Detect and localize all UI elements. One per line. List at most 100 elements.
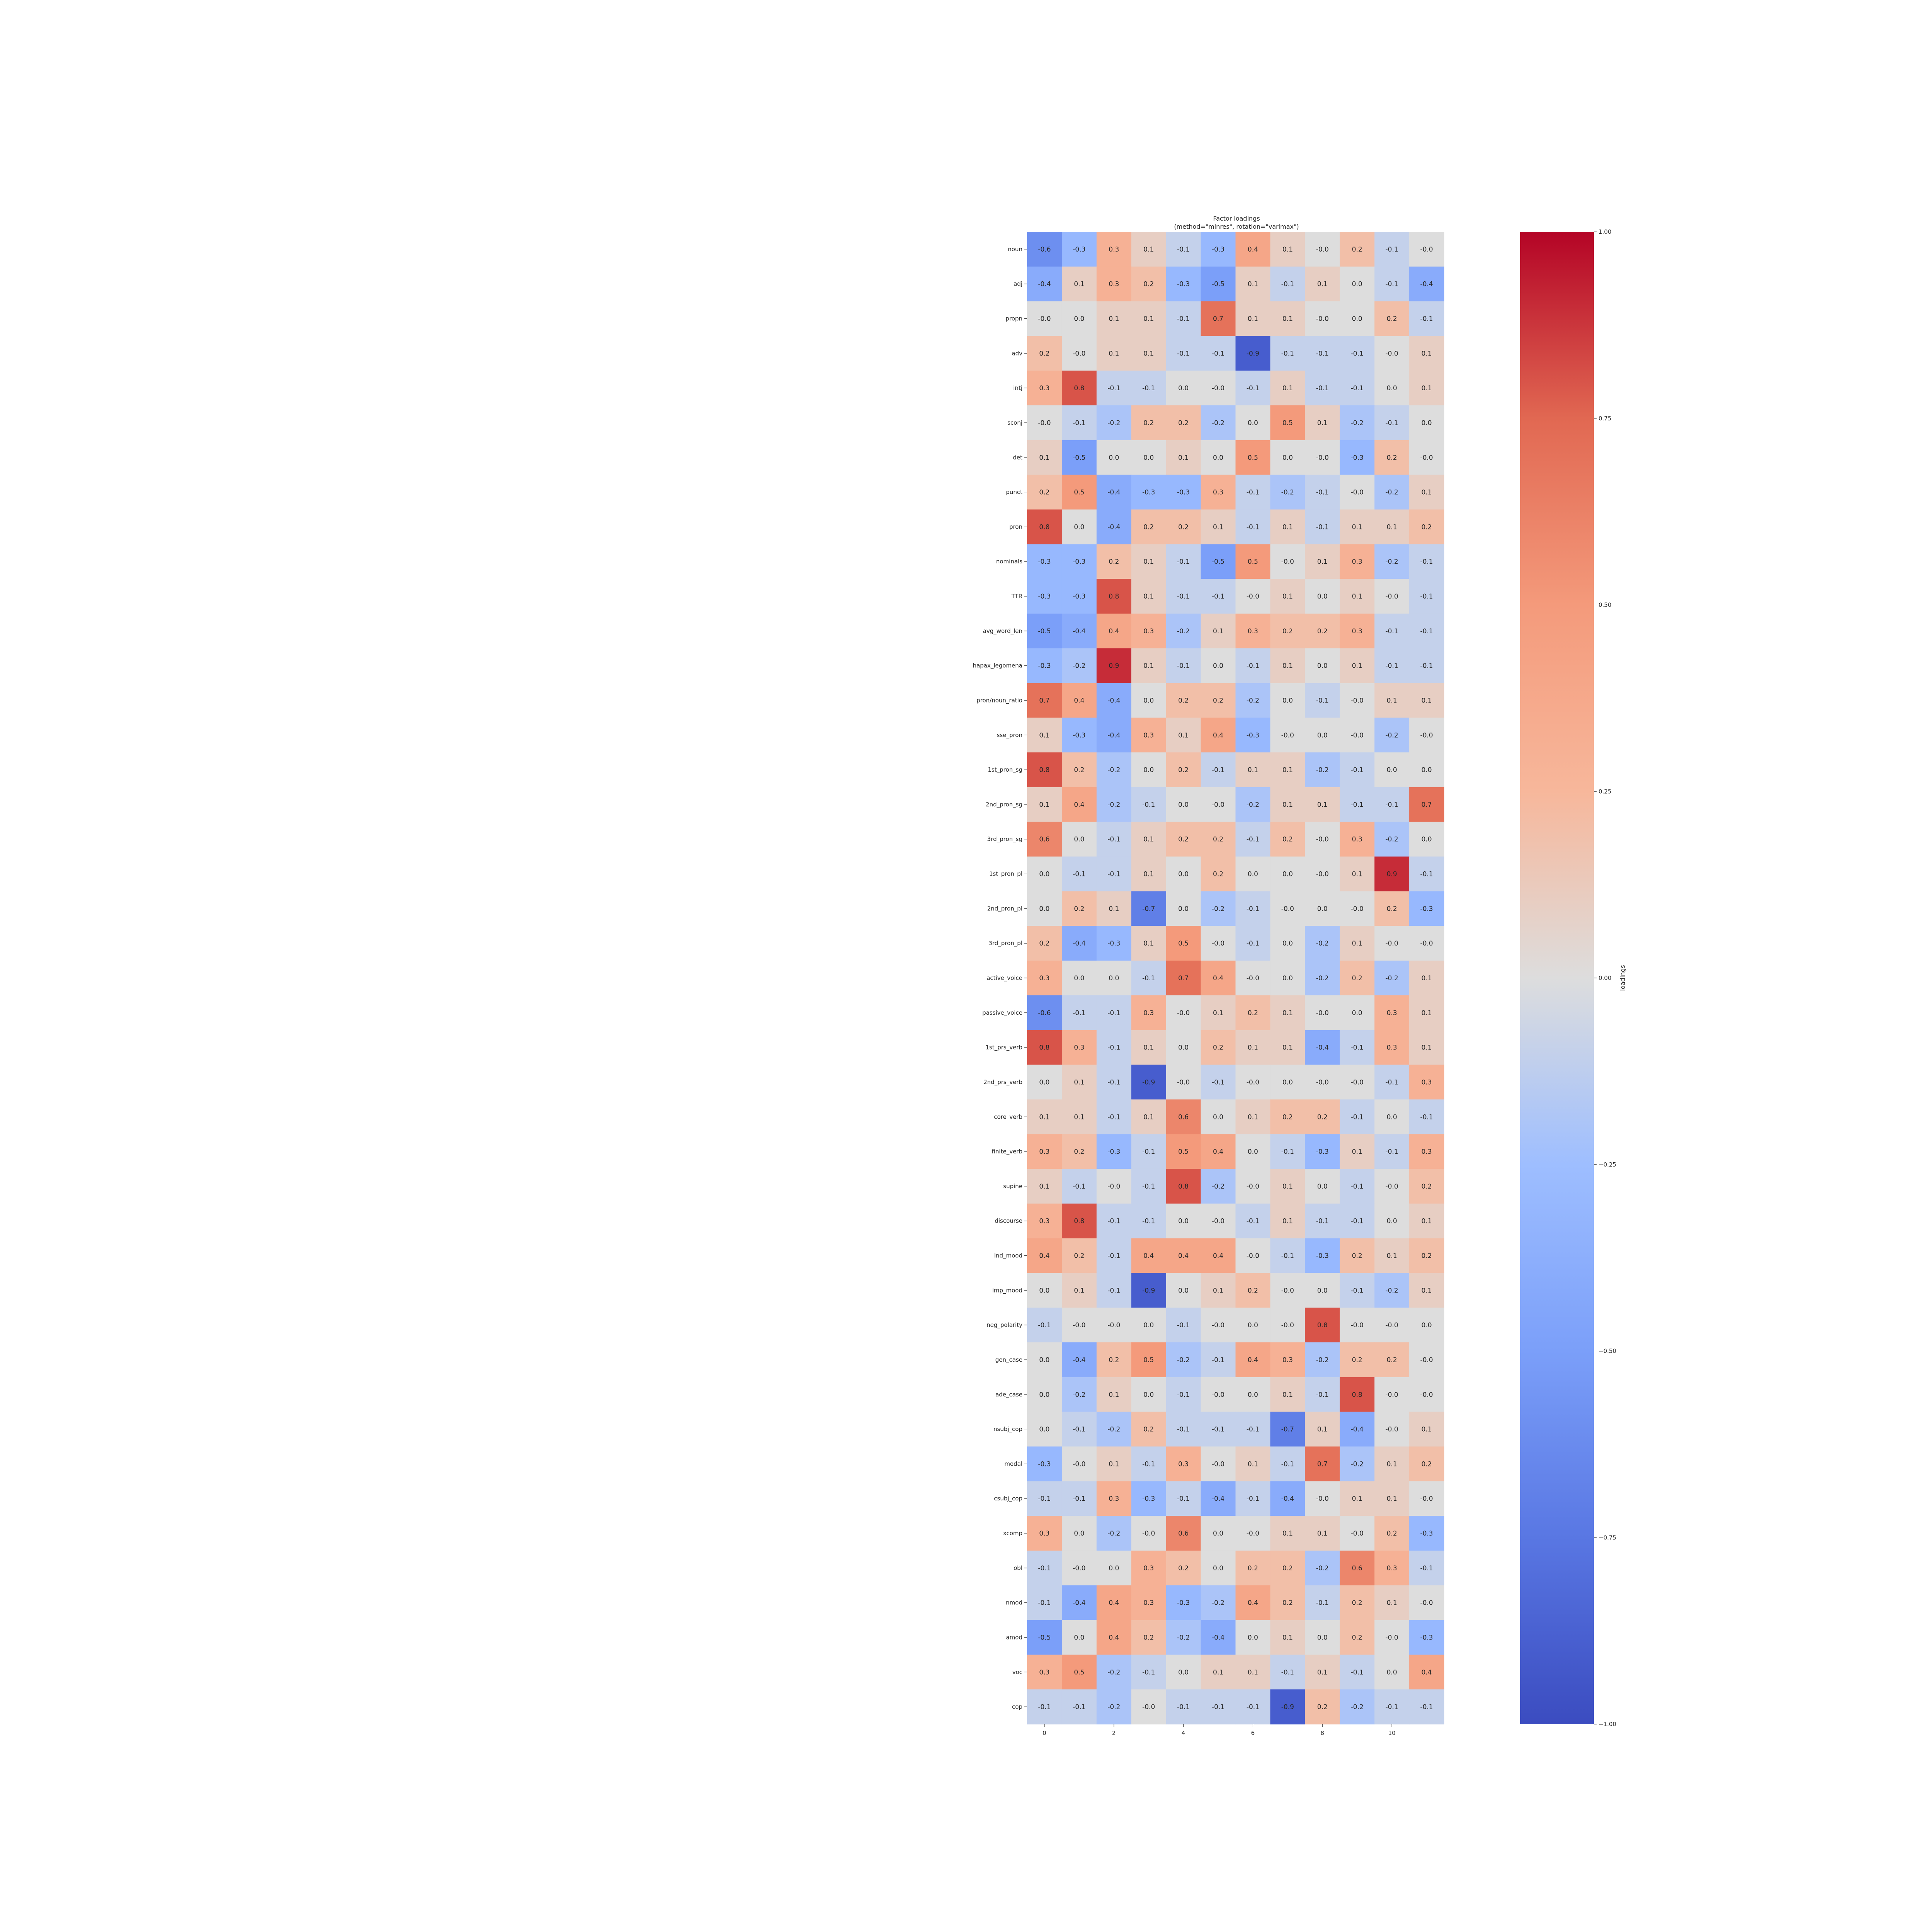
heatmap-cell xyxy=(1235,1308,1271,1343)
heatmap-cell-label: 0.7 xyxy=(1213,315,1223,323)
heatmap-cell xyxy=(1270,1481,1305,1516)
heatmap-cell xyxy=(1270,336,1305,371)
heatmap-cell xyxy=(1027,232,1062,267)
heatmap-cell-label: -0.1 xyxy=(1177,246,1190,253)
heatmap-cell-label: -0.3 xyxy=(1073,593,1085,600)
heatmap-cell-label: 0.1 xyxy=(1282,315,1293,323)
heatmap-cell-label: 0.3 xyxy=(1039,1530,1049,1537)
heatmap-cell-label: 0.1 xyxy=(1039,454,1049,462)
heatmap-cell xyxy=(1235,371,1271,406)
heatmap-cell xyxy=(1061,926,1097,961)
heatmap-cell-label: 0.8 xyxy=(1109,593,1119,600)
heatmap-cell-label: -0.1 xyxy=(1281,350,1294,357)
heatmap-cell xyxy=(1235,856,1271,892)
heatmap-cell-label: 0.1 xyxy=(1143,1044,1154,1052)
heatmap-cell-label: 0.4 xyxy=(1248,1599,1258,1607)
heatmap-cell-label: -0.0 xyxy=(1420,1599,1433,1607)
heatmap-cell-label: -0.2 xyxy=(1107,766,1120,774)
heatmap-cell-label: 0.3 xyxy=(1352,836,1362,844)
heatmap-cell-label: 0.2 xyxy=(1178,419,1189,427)
heatmap-cell-label: 0.7 xyxy=(1422,801,1432,809)
heatmap-cell xyxy=(1235,1412,1271,1447)
heatmap-cell xyxy=(1409,232,1444,267)
y-axis-tick-label: punct xyxy=(1006,489,1022,496)
heatmap-cell xyxy=(1235,509,1271,544)
heatmap-cell-label: 0.0 xyxy=(1422,766,1432,774)
heatmap-cell-label: 0.0 xyxy=(1178,1668,1189,1676)
heatmap-cell xyxy=(1061,613,1097,649)
heatmap-cell-label: 0.4 xyxy=(1109,628,1119,635)
heatmap-cell xyxy=(1166,266,1201,302)
heatmap-cell xyxy=(1096,1481,1132,1516)
heatmap-cell xyxy=(1131,926,1167,961)
heatmap-cell-label: -0.1 xyxy=(1177,1321,1190,1329)
heatmap-cell-label: 0.3 xyxy=(1143,1009,1154,1017)
y-axis-tick-label: 1st_pron_pl xyxy=(989,871,1022,878)
heatmap-cell xyxy=(1270,718,1305,753)
heatmap-cell xyxy=(1270,787,1305,822)
heatmap-cell xyxy=(1235,1342,1271,1378)
heatmap-cell-label: -0.0 xyxy=(1107,1183,1120,1190)
heatmap-cell-label: -0.1 xyxy=(1247,940,1259,947)
heatmap-cell xyxy=(1096,1273,1132,1308)
heatmap-cell xyxy=(1096,1308,1132,1343)
heatmap-cell-label: -0.1 xyxy=(1247,836,1259,844)
heatmap-cell xyxy=(1096,1689,1132,1725)
heatmap-cell-label: -0.3 xyxy=(1420,905,1433,913)
heatmap-cell-label: -0.3 xyxy=(1420,1530,1433,1537)
heatmap-cell-label: 0.1 xyxy=(1213,1287,1223,1294)
heatmap-cell xyxy=(1305,405,1340,440)
heatmap-cell-label: -0.0 xyxy=(1386,1321,1398,1329)
y-axis-tick-label: adj xyxy=(1014,281,1022,287)
heatmap-cell xyxy=(1374,232,1410,267)
heatmap-cell xyxy=(1027,371,1062,406)
heatmap-cell xyxy=(1131,1030,1167,1065)
heatmap-cell xyxy=(1305,648,1340,684)
heatmap-cell-label: 0.1 xyxy=(1248,1044,1258,1052)
heatmap-cell xyxy=(1409,891,1444,926)
heatmap-cell-label: -0.1 xyxy=(1142,1668,1155,1676)
heatmap-cell xyxy=(1235,1203,1271,1239)
heatmap-cell-label: -0.3 xyxy=(1107,1148,1120,1156)
y-axis-tick-label: neg_polarity xyxy=(986,1321,1022,1329)
heatmap-cell xyxy=(1305,1689,1340,1725)
heatmap-cell xyxy=(1166,1446,1201,1481)
heatmap-cell-label: 0.1 xyxy=(1387,523,1397,531)
heatmap-cell-label: -0.0 xyxy=(1386,1391,1398,1399)
heatmap-cell xyxy=(1131,787,1167,822)
heatmap-cell xyxy=(1061,1065,1097,1100)
heatmap-cell xyxy=(1061,683,1097,718)
heatmap-cell xyxy=(1235,1377,1271,1412)
heatmap-cell xyxy=(1305,1446,1340,1481)
heatmap-cell-label: 0.1 xyxy=(1422,1218,1432,1225)
chart-title-line-2: (method="minres", rotation="varimax") xyxy=(1174,223,1299,230)
heatmap-cell xyxy=(1061,1308,1097,1343)
heatmap-cell-label: -0.4 xyxy=(1038,281,1051,288)
heatmap-cell-label: 0.3 xyxy=(1387,1009,1397,1017)
heatmap-cell xyxy=(1270,1342,1305,1378)
heatmap-cell-label: 0.6 xyxy=(1178,1530,1189,1537)
heatmap-cell-label: -0.0 xyxy=(1420,246,1433,253)
heatmap-cell xyxy=(1061,821,1097,857)
heatmap-cell xyxy=(1061,509,1097,544)
heatmap-cell xyxy=(1235,1481,1271,1516)
heatmap-cell xyxy=(1374,1099,1410,1134)
heatmap-cell-label: -0.1 xyxy=(1420,1703,1433,1711)
heatmap-cell-label: 0.0 xyxy=(1074,975,1084,982)
heatmap-cell-label: 0.1 xyxy=(1143,350,1154,357)
heatmap-cell xyxy=(1096,405,1132,440)
heatmap-cell-label: 0.4 xyxy=(1039,1252,1049,1260)
heatmap-cell-label: 0.2 xyxy=(1178,766,1189,774)
heatmap-cell xyxy=(1061,336,1097,371)
heatmap-cell xyxy=(1027,926,1062,961)
heatmap-cell-label: 0.0 xyxy=(1317,662,1328,670)
heatmap-cell xyxy=(1061,440,1097,475)
heatmap-cell-label: -0.2 xyxy=(1177,1356,1190,1364)
heatmap-cell-label: -0.3 xyxy=(1316,1252,1329,1260)
heatmap-cell xyxy=(1166,440,1201,475)
heatmap-cell xyxy=(1131,1585,1167,1621)
y-axis-tick-label: noun xyxy=(1008,246,1022,253)
heatmap-cell xyxy=(1061,1134,1097,1169)
heatmap-cell xyxy=(1096,1099,1132,1134)
heatmap-cell-label: 0.1 xyxy=(1317,1668,1328,1676)
